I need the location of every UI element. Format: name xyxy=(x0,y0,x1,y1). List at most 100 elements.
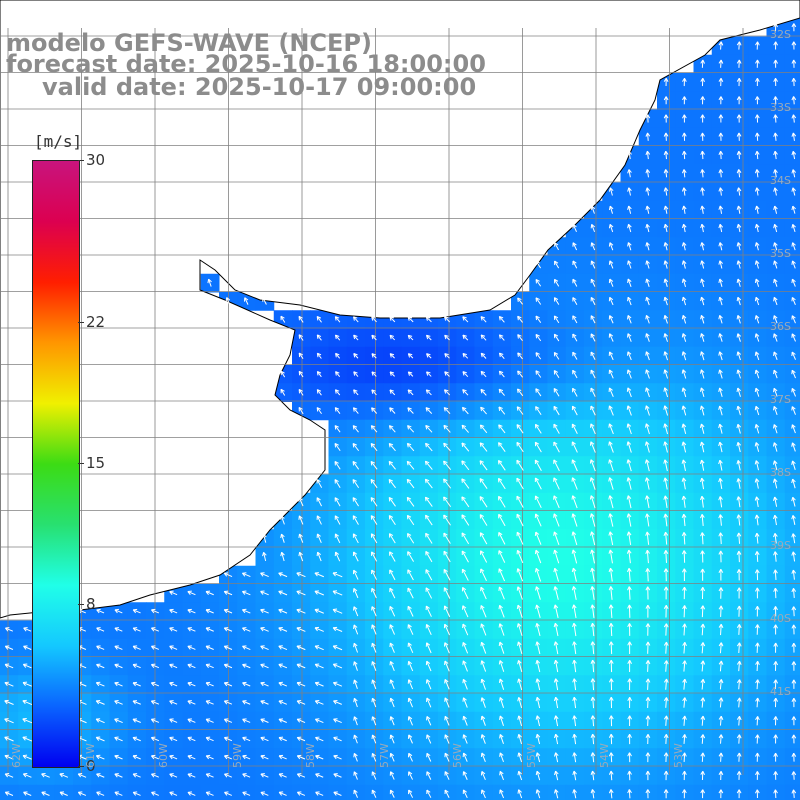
wind-arrow xyxy=(370,460,378,470)
wind-cell xyxy=(784,474,800,494)
longitude-label: 58W xyxy=(304,743,317,768)
wind-arrow xyxy=(736,460,742,471)
wind-arrow xyxy=(791,278,796,287)
wind-arrow xyxy=(480,334,487,341)
wind-arrow xyxy=(572,297,578,306)
wind-arrow xyxy=(461,460,470,471)
wind-arrow xyxy=(700,205,705,214)
wind-arrow xyxy=(773,23,778,32)
wind-cell xyxy=(784,346,800,366)
wind-arrow xyxy=(626,405,632,416)
wind-arrow xyxy=(316,389,322,396)
wind-arrow xyxy=(718,477,723,490)
wind-arrow xyxy=(627,223,632,233)
longitude-label: 55W xyxy=(524,743,538,768)
wind-arrow xyxy=(700,242,705,251)
wind-arrow xyxy=(316,352,322,359)
wind-arrow xyxy=(773,41,778,50)
wind-arrow xyxy=(663,296,669,306)
wind-arrow xyxy=(498,352,505,360)
wind-cell xyxy=(784,109,800,129)
wind-arrow xyxy=(645,278,650,287)
wind-arrow xyxy=(791,41,797,50)
wind-arrow xyxy=(554,260,560,269)
wind-arrow xyxy=(298,352,304,359)
wind-arrow xyxy=(645,150,651,160)
wind-arrow xyxy=(626,423,632,435)
wind-cell xyxy=(54,784,74,800)
wind-arrow xyxy=(718,314,723,324)
wind-arrow xyxy=(663,459,668,472)
wind-arrow xyxy=(480,406,487,415)
wind-arrow xyxy=(663,477,668,490)
wind-arrow xyxy=(498,406,506,415)
wind-arrow xyxy=(718,333,723,342)
wind-arrow xyxy=(718,205,724,214)
wind-arrow xyxy=(608,315,614,324)
wind-cell xyxy=(784,73,800,92)
wind-arrow xyxy=(736,41,742,50)
wind-arrow xyxy=(590,205,596,214)
wind-arrow xyxy=(681,223,687,233)
wind-arrow xyxy=(425,334,432,341)
wind-arrow xyxy=(425,442,433,452)
land-mask xyxy=(0,0,800,619)
wind-arrow xyxy=(791,387,796,397)
wind-arrow xyxy=(608,187,614,196)
wind-arrow xyxy=(627,242,632,251)
wind-arrow xyxy=(516,441,524,453)
wind-arrow xyxy=(681,132,687,141)
wind-arrow xyxy=(754,114,760,123)
wind-arrow xyxy=(736,278,742,287)
wind-arrow xyxy=(572,351,578,360)
wind-arrow xyxy=(736,260,742,269)
wind-arrows xyxy=(4,23,797,799)
wind-arrow xyxy=(553,423,560,434)
wind-cell xyxy=(784,219,800,238)
wind-arrow xyxy=(754,315,760,324)
wind-arrow xyxy=(334,443,341,452)
wind-arrow xyxy=(334,461,341,470)
wind-arrow xyxy=(444,316,451,323)
wind-cell xyxy=(784,584,800,603)
colorbar-tick-label: 8 xyxy=(86,595,96,614)
wind-arrow xyxy=(462,352,469,359)
wind-arrow xyxy=(663,132,669,141)
wind-arrow xyxy=(498,442,506,452)
wind-arrow xyxy=(791,169,797,178)
wind-cell xyxy=(346,784,366,800)
wind-arrow xyxy=(371,316,377,323)
wind-arrow xyxy=(644,459,650,472)
wind-arrow xyxy=(663,333,669,342)
wind-cell xyxy=(456,784,475,800)
wind-arrow xyxy=(590,223,596,233)
wind-arrow xyxy=(791,333,796,342)
longitude-label: 59W xyxy=(230,743,244,768)
wind-arrow xyxy=(498,315,505,323)
wind-arrow xyxy=(663,169,669,178)
wind-arrow xyxy=(298,315,304,323)
wind-arrow xyxy=(590,351,596,360)
wind-arrow xyxy=(627,187,632,196)
wind-arrow xyxy=(700,132,705,141)
wind-arrow xyxy=(352,407,359,414)
wind-cell xyxy=(784,18,800,37)
wind-arrow xyxy=(754,478,760,489)
wind-cell xyxy=(784,492,800,512)
wind-arrow xyxy=(645,314,650,324)
wind-arrow xyxy=(773,205,778,214)
latitude-label: 36S xyxy=(770,320,791,333)
wind-arrow xyxy=(461,442,470,452)
wind-arrow xyxy=(645,387,650,398)
wind-arrow xyxy=(608,223,614,233)
wind-arrow xyxy=(608,441,614,453)
wind-arrow xyxy=(681,441,687,453)
wind-arrow xyxy=(736,315,742,324)
wind-arrow xyxy=(663,114,669,123)
wind-arrow xyxy=(663,223,669,233)
wind-arrow xyxy=(645,114,651,123)
wind-arrow xyxy=(772,442,778,452)
wind-arrow xyxy=(736,150,742,160)
wind-arrow xyxy=(371,334,377,341)
wind-arrow xyxy=(316,316,322,323)
